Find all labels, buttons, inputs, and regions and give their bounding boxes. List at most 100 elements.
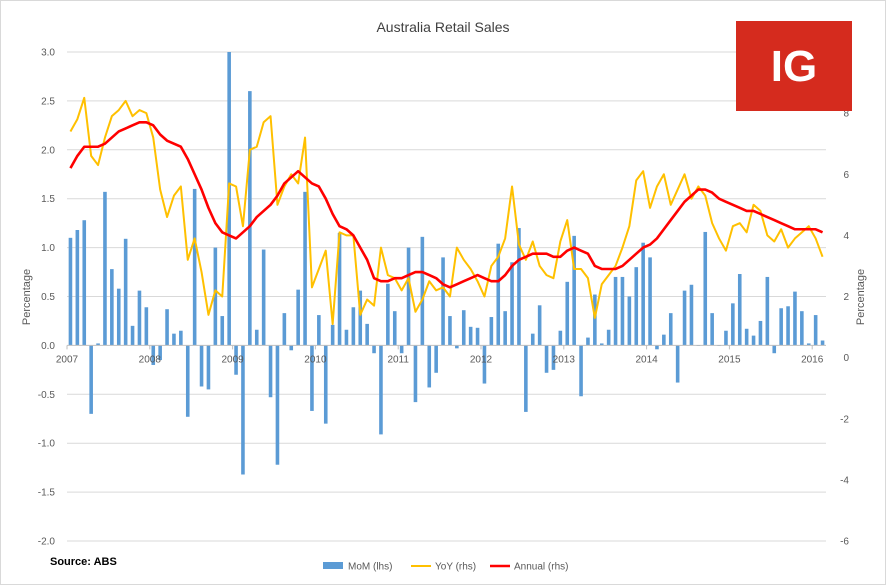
mom-bar: [606, 329, 611, 346]
y2-tick-label: -6: [840, 537, 849, 548]
mom-bar: [772, 345, 777, 354]
mom-bar: [503, 311, 507, 346]
y-tick-label: -1.0: [38, 439, 56, 450]
mom-bar: [330, 324, 335, 346]
mom-bar: [158, 345, 162, 361]
mom-bar: [323, 345, 328, 424]
mom-bar: [192, 188, 197, 346]
y-tick-label: 2.0: [41, 145, 55, 156]
y-tick-label: 2.5: [41, 96, 55, 107]
mom-bar: [779, 308, 783, 346]
mom-bar: [820, 340, 825, 346]
mom-bar: [441, 257, 445, 346]
yoy-line: [69, 96, 824, 326]
mom-bar: [75, 230, 80, 346]
mom-bar: [248, 91, 252, 346]
y2-tick-label: 8: [843, 109, 849, 120]
mom-bar: [303, 191, 307, 346]
mom-bar: [116, 288, 121, 346]
y2-tick-label: 6: [843, 170, 849, 181]
mom-bar: [392, 311, 397, 346]
mom-bar: [144, 307, 149, 346]
mom-bar: [613, 276, 618, 346]
mom-bar: [275, 345, 280, 465]
x-tick-label: 2009: [221, 354, 244, 365]
mom-bar: [634, 267, 639, 346]
mom-bar: [475, 327, 480, 346]
mom-bar: [517, 228, 521, 346]
mom-bar: [379, 345, 383, 435]
mom-bar: [137, 290, 142, 346]
y-tick-label: 3.0: [41, 48, 55, 59]
mom-bar: [213, 247, 218, 346]
annual-line: [69, 120, 824, 289]
mom-bar: [282, 313, 287, 346]
y-tick-label: -1.5: [38, 488, 56, 499]
line-series: [69, 96, 824, 326]
mom-bar: [620, 276, 625, 346]
y2-tick-label: 2: [843, 292, 849, 303]
mom-bar: [641, 242, 645, 346]
mom-bar: [530, 333, 535, 346]
mom-bar: [758, 320, 763, 346]
mom-bar: [220, 316, 225, 346]
mom-bar: [724, 330, 728, 346]
legend-mom-swatch: [323, 562, 343, 569]
mom-bar: [489, 317, 494, 346]
mom-bar: [199, 345, 204, 387]
mom-bar: [434, 345, 438, 373]
mom-bar: [537, 305, 542, 346]
mom-bar: [68, 237, 73, 346]
axes: 3.0 2.5 2.0 1.5 1.0 0.5 0.0 -0.5 -1.0 -1.5 -2.0 8 6 4…: [38, 48, 850, 548]
legend-annual-label: Annual (rhs): [514, 562, 568, 573]
mom-bar: [151, 345, 156, 365]
mom-bar: [427, 345, 432, 388]
y2-tick-label: 0: [843, 353, 849, 364]
mom-bar: [737, 274, 742, 346]
y-tick-label: 0.5: [41, 292, 55, 303]
mom-bar: [110, 269, 114, 346]
mom-bar: [337, 232, 342, 346]
ig-logo: IG: [736, 21, 852, 111]
mom-bar: [682, 290, 687, 346]
mom-bar: [813, 315, 818, 346]
mom-bar: [675, 345, 680, 383]
mom-bar: [558, 330, 563, 346]
x-tick-label: 2015: [718, 354, 741, 365]
x-tick-label: 2011: [387, 354, 409, 365]
mom-bar: [82, 220, 87, 346]
y-axis-right-title: Percentage: [855, 269, 867, 325]
mom-bar: [793, 291, 797, 346]
y2-tick-label: 4: [843, 231, 849, 242]
mom-bar: [496, 243, 501, 346]
mom-bar: [744, 328, 749, 346]
mom-bar: [241, 345, 245, 475]
x-tick-label: 2012: [470, 354, 493, 365]
y-tick-label: 0.0: [41, 341, 55, 352]
mom-bar: [586, 337, 590, 346]
mom-bar: [185, 345, 190, 417]
ig-logo-text: IG: [771, 42, 817, 91]
y-tick-label: 1.5: [41, 194, 55, 205]
y2-tick-label: -2: [840, 414, 849, 425]
mom-bar: [572, 235, 576, 346]
mom-bar: [89, 345, 93, 414]
legend: MoM (lhs) YoY (rhs) Annual (rhs): [323, 562, 568, 573]
mom-bar: [234, 345, 238, 375]
mom-bar: [386, 283, 390, 346]
mom-bar: [655, 345, 659, 350]
mom-bar: [800, 311, 804, 346]
mom-bar: [103, 191, 107, 346]
mom-bar: [510, 262, 514, 346]
mom-bar: [289, 345, 294, 351]
y-tick-label: 1.0: [41, 243, 55, 254]
ig-logo-background: [736, 21, 852, 111]
legend-yoy-label: YoY (rhs): [435, 562, 476, 573]
mom-bar: [448, 316, 452, 346]
gridlines: [67, 51, 826, 542]
mom-bar: [668, 313, 673, 346]
mom-bar: [261, 249, 266, 346]
mom-bar: [544, 345, 549, 373]
mom-bar: [406, 247, 411, 346]
